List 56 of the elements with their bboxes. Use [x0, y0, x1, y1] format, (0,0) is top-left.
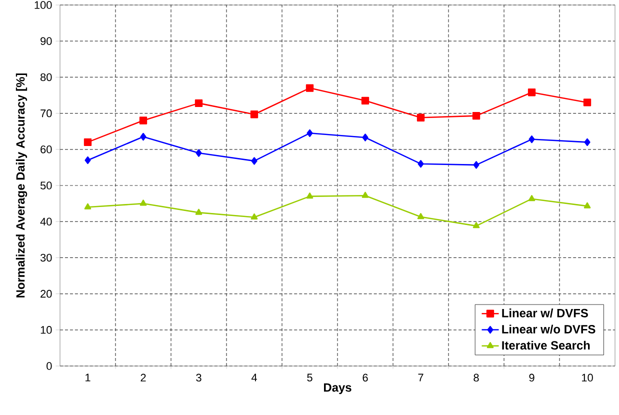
legend-label: Iterative Search [502, 340, 590, 350]
x-tick-label: 2 [140, 374, 146, 382]
legend-label: Linear w/o DVFS [502, 324, 596, 334]
point [306, 192, 314, 199]
point [250, 213, 258, 220]
y-axis-title: Normalized Average Daily Accuracy [%] [16, 73, 28, 298]
x-tick-label: 4 [251, 374, 257, 382]
x-tick-label: 10 [582, 374, 593, 382]
x-axis-title: Days [324, 383, 352, 394]
point [417, 213, 424, 220]
x-tick-label: 6 [362, 374, 368, 382]
x-tick-label: 7 [418, 374, 424, 382]
y-tick-label: 0 [46, 362, 52, 370]
x-tick-label: 3 [196, 374, 202, 382]
point [84, 203, 92, 210]
point [194, 99, 203, 108]
point [361, 96, 370, 104]
legend-label: Linear w/ DVFS [502, 308, 588, 318]
point [528, 135, 535, 144]
point [140, 200, 147, 206]
point [362, 192, 369, 198]
point [306, 129, 313, 137]
point [418, 160, 424, 168]
y-tick-label: 40 [40, 218, 52, 226]
point [584, 202, 591, 208]
point [140, 132, 146, 141]
y-tick-label: 70 [40, 109, 52, 118]
point [472, 112, 480, 120]
point [472, 222, 480, 228]
y-tick-label: 90 [40, 37, 52, 45]
point [306, 84, 314, 92]
y-tick-label: 80 [40, 73, 52, 82]
y-tick-label: 100 [34, 1, 52, 9]
point [195, 208, 202, 215]
point [584, 138, 590, 146]
y-tick-label: 10 [40, 326, 52, 334]
point [362, 134, 368, 142]
point [84, 138, 92, 146]
y-tick-label: 20 [40, 290, 52, 298]
point [139, 116, 148, 124]
point [250, 110, 258, 118]
y-tick-label: 60 [40, 146, 52, 154]
point [583, 98, 592, 106]
x-tick-label: 9 [529, 374, 534, 382]
y-tick-label: 50 [40, 182, 52, 190]
x-tick-label: 1 [86, 374, 90, 382]
y-tick-label: 30 [40, 254, 52, 262]
point [196, 149, 202, 157]
point [416, 114, 425, 122]
x-tick-label: 8 [474, 374, 479, 382]
point [528, 88, 536, 96]
point [84, 156, 91, 164]
point [473, 161, 480, 169]
point [251, 157, 258, 165]
point [528, 195, 536, 202]
x-tick-label: 5 [307, 374, 312, 382]
